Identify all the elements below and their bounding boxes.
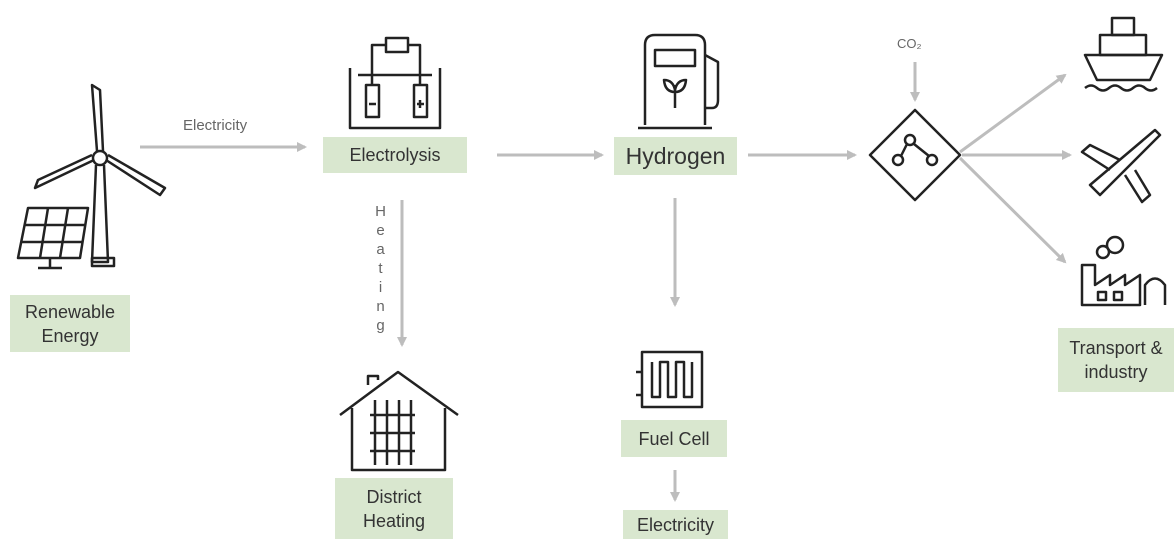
arrow: [960, 75, 1065, 152]
icons: [18, 18, 1165, 470]
ship-icon: [1085, 18, 1162, 91]
factory-icon: [1082, 237, 1165, 305]
input-label: CO₂: [897, 36, 922, 51]
hydrogen-pump-icon: [638, 35, 718, 128]
node-label: District Heating: [335, 478, 453, 539]
node-label: Electrolysis: [323, 137, 467, 173]
solar-panel-icon: [18, 208, 114, 268]
edge-label: Electricity: [183, 117, 247, 134]
fuel-cell-icon: [636, 352, 702, 407]
node-label: Fuel Cell: [621, 420, 727, 457]
diagram: Renewable Energy Electricity Electrolysi…: [0, 0, 1174, 539]
synthesis-icon: [870, 110, 960, 200]
node-label: Hydrogen: [614, 137, 737, 175]
edge-label: Heating: [372, 203, 389, 336]
node-label: Renewable Energy: [10, 295, 130, 352]
plane-icon: [1082, 130, 1160, 202]
electrolysis-icon: [350, 38, 440, 128]
arrow: [960, 158, 1065, 262]
wind-turbine-icon: [35, 85, 165, 262]
house-icon: [340, 372, 458, 470]
arrows: [140, 62, 1070, 500]
node-label: Transport & industry: [1058, 328, 1174, 392]
diagram-graphics: [0, 0, 1174, 539]
node-label: Electricity: [623, 510, 728, 539]
